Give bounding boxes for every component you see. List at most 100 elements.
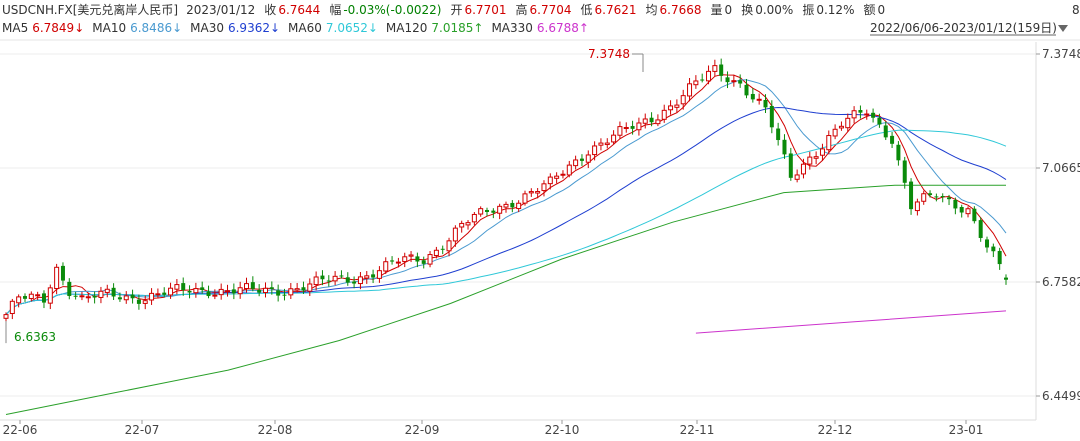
candle-body-up: [585, 154, 591, 163]
field-label: 均: [646, 3, 658, 17]
candle-body-up: [832, 128, 838, 137]
ma60-line: [5, 129, 1007, 315]
candle-body-up: [408, 254, 414, 257]
x-axis: 22-06 22-07 22-08 22-09 22-10 22-11 22-12 23-01: [3, 420, 984, 437]
candle-body-up: [104, 288, 110, 293]
candle-body-up: [636, 122, 642, 131]
ma-value: 6.6788↑: [537, 21, 589, 35]
candle-body-down: [282, 294, 287, 296]
candle-body-up: [756, 98, 762, 101]
y-tick-label: 7.0665: [1042, 161, 1080, 175]
ma-value: 6.7849↓: [32, 21, 84, 35]
candle-body-up: [598, 142, 604, 146]
candle-body-down: [352, 281, 357, 284]
ma-value: 6.9362↓: [228, 21, 280, 35]
range-label: 2022/06/06-2023/01/12(159日): [870, 21, 1057, 35]
candle-body-down: [649, 117, 654, 123]
candle-body-down: [769, 105, 774, 128]
candle-body-up: [807, 156, 813, 165]
candle-body-up: [712, 65, 718, 72]
candle-body-up: [794, 174, 800, 180]
candle-body-down: [301, 287, 306, 291]
candle-body-down: [928, 193, 933, 196]
candle-body-up: [459, 222, 465, 228]
candle-body-up: [35, 294, 41, 297]
candle-body-down: [985, 239, 990, 248]
candle-body-up: [16, 296, 22, 304]
candle-body-down: [890, 135, 895, 144]
candle-body-up: [294, 288, 300, 291]
candle-body-up: [465, 222, 471, 226]
x-tick-label: 22-08: [258, 423, 293, 437]
ma-value: 7.0652↓: [326, 21, 378, 35]
field-value: -0.03%(-0.0022): [343, 3, 441, 17]
candle-body-up: [332, 275, 338, 282]
candle-body-down: [579, 158, 584, 161]
candle-body-up: [535, 191, 541, 194]
x-tick-label: 22-10: [545, 423, 580, 437]
candle-body-up: [9, 300, 15, 315]
field-label: 量: [711, 3, 723, 17]
field-label: 收: [264, 3, 276, 17]
field-value: 0.00%: [755, 3, 793, 17]
candle-body-up: [383, 261, 389, 272]
candle-body-up: [446, 240, 452, 252]
candle-body-down: [136, 299, 141, 304]
candle-body-down: [510, 202, 515, 208]
candle-body-up: [604, 142, 610, 146]
candle-body-down: [421, 260, 426, 264]
candle-body-up: [402, 256, 408, 263]
candle-body-up: [573, 159, 579, 167]
field-label: 高: [515, 2, 527, 17]
candle-body-up: [731, 80, 737, 83]
candle-body-down: [162, 292, 167, 295]
candle-body-down: [117, 297, 122, 300]
candle-body-down: [345, 277, 350, 283]
candle-body-up: [819, 148, 825, 156]
ma-name: MA330: [491, 21, 532, 35]
candle-body-up: [851, 110, 857, 119]
y-axis: 7.3748 7.0665 6.7582 6.4499: [1036, 47, 1080, 403]
candle-body-down: [902, 160, 907, 183]
candle-body-up: [522, 193, 528, 204]
candle-body-up: [516, 202, 522, 210]
symbol-label: USDCNH.FX[美元兑离岸人民币]: [2, 2, 178, 17]
candle-body-up: [693, 80, 699, 86]
min-label: 6.6363: [14, 330, 56, 344]
field-value: 6.7704: [530, 3, 572, 17]
candle-body-down: [130, 294, 135, 299]
x-tick-label: 23-01: [949, 423, 984, 437]
candle-body-down: [440, 248, 445, 250]
candle-body-up: [611, 134, 617, 143]
candle-body-up: [566, 164, 572, 176]
ma-name: MA120: [386, 21, 427, 35]
candle-body-up: [237, 287, 243, 295]
candle-body-up: [357, 276, 363, 285]
candle-body-up: [800, 163, 806, 175]
candle-body-up: [28, 293, 34, 299]
candle-body-down: [997, 250, 1002, 265]
candle-body-up: [307, 283, 313, 292]
annotations: 7.3748 6.6363: [5, 47, 644, 344]
ma-value: 7.0185↑: [431, 21, 483, 35]
candle-body-up: [661, 109, 667, 120]
range-dropdown[interactable]: 2022/06/06-2023/01/12(159日): [870, 21, 1068, 35]
candle-body-down: [700, 79, 705, 81]
candle-body-up: [395, 261, 401, 264]
field-label: 换: [741, 3, 753, 17]
ma-name: MA10: [92, 21, 126, 35]
candle-body-up: [965, 208, 971, 215]
candle-body-down: [73, 295, 78, 297]
ma120-line: [5, 184, 1006, 415]
candle-body-up: [427, 254, 433, 265]
candle-body-up: [478, 208, 484, 215]
x-tick-label: 22-07: [125, 423, 160, 437]
candle-body-up: [364, 275, 370, 279]
candle-body-up: [3, 314, 9, 319]
candle-body-up: [503, 203, 509, 208]
candle-body-up: [288, 288, 294, 296]
field-value: 0: [725, 3, 733, 17]
field-label: 振: [802, 3, 814, 17]
candle-body-down: [320, 275, 325, 280]
x-tick-label: 22-12: [818, 423, 853, 437]
